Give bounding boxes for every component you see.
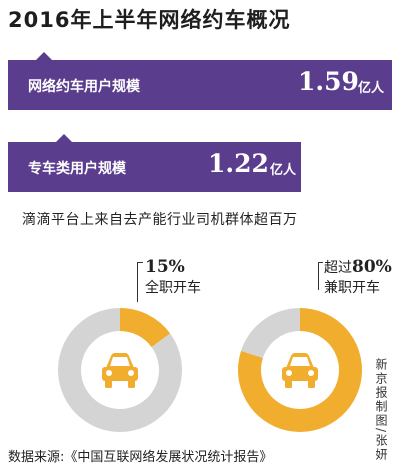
stat-label: 网络约车用户规模 xyxy=(28,79,140,95)
credit-text: 新京报制图/张妍 xyxy=(374,358,388,463)
donut-annotation-parttime: 超过80% 兼职开车 xyxy=(324,257,392,297)
car-icon xyxy=(282,353,318,388)
stat-value: 1.59 xyxy=(298,67,359,96)
donut-slice-rest xyxy=(241,308,300,358)
donut-annotation-fulltime: 15% 全职开车 xyxy=(145,257,201,297)
car-icon xyxy=(102,353,138,388)
stat-band-total-users: 网络约车用户规模 1.59 亿人 xyxy=(8,52,392,110)
annotation-desc: 全职开车 xyxy=(145,280,201,296)
annotation-connector xyxy=(137,262,143,263)
annotation-connector xyxy=(318,262,319,290)
band-notch xyxy=(56,134,72,142)
annotation-pct-line: 超过80% xyxy=(324,257,392,277)
annotation-connector xyxy=(318,262,323,263)
data-source: 数据来源:《中国互联网络发展状况统计报告》 xyxy=(8,450,273,465)
stat-unit: 亿人 xyxy=(358,81,385,96)
annotation-prefix: 超过 xyxy=(324,260,352,276)
stat-label: 专车类用户规模 xyxy=(28,161,126,177)
stat-band-premium-users: 专车类用户规模 1.22 亿人 xyxy=(8,134,301,192)
annotation-value: 15% xyxy=(145,257,185,277)
chart-subtitle: 滴滴平台上来自去产能行业司机群体超百万 xyxy=(22,212,298,228)
donut-slice-highlight xyxy=(120,308,171,348)
annotation-desc: 兼职开车 xyxy=(324,280,380,296)
band-notch xyxy=(36,52,52,60)
annotation-value: 80% xyxy=(352,257,392,277)
annotation-connector xyxy=(137,262,138,302)
page-title: 2016年上半年网络约车概况 xyxy=(8,8,291,32)
stat-value: 1.22 xyxy=(208,149,269,178)
stat-unit: 亿人 xyxy=(270,163,297,178)
annotation-pct-line: 15% xyxy=(145,257,201,277)
donut-slice-rest xyxy=(58,308,183,432)
donut-slice-highlight xyxy=(238,308,362,432)
